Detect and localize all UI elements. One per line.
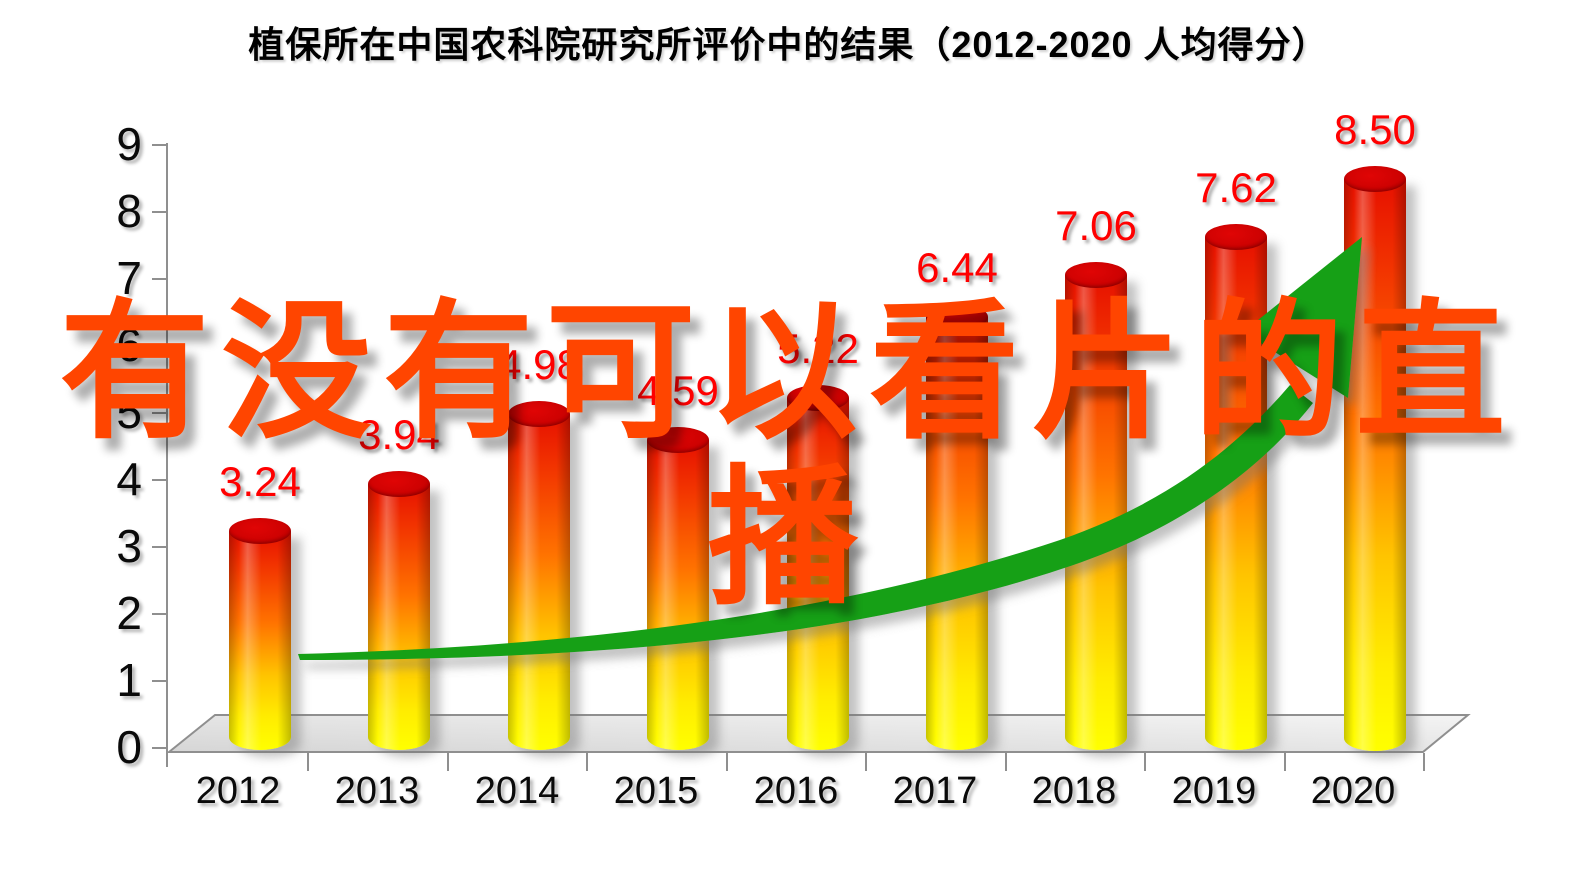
bar-value-label: 7.62 [1195,164,1277,211]
x-axis-end-tick [1423,753,1425,771]
x-axis-tick [865,753,867,771]
y-axis-tick-label: 3 [116,520,142,572]
x-axis-label-2017: 2017 [892,770,978,812]
y-axis-tick-label: 2 [116,587,142,639]
x-axis-tick [1005,753,1007,771]
y-axis-tick [152,680,167,682]
bar-cylinder-top [1065,262,1127,288]
y-axis-tick [152,144,167,146]
x-axis-tick [586,753,588,771]
y-axis-tick-label: 7 [116,252,142,304]
bar-cylinder-top [1205,224,1267,250]
bar-cylinder-top [926,304,988,330]
y-axis-tick [152,613,167,615]
x-axis-tick [726,753,728,771]
bar-value-label: 8.50 [1334,106,1416,153]
y-axis-tick-label: 4 [116,453,142,505]
y-axis-tick [152,479,167,481]
x-axis-label-2016: 2016 [753,770,839,812]
bar-cylinder-body [229,531,291,750]
x-axis-label-2015: 2015 [613,770,699,812]
y-axis-tick-label: 1 [116,654,142,706]
bar-cylinder-top [1344,166,1406,192]
watermark-line-1: 有没有可以看片的直 [59,288,1518,456]
y-axis-tick [152,211,167,213]
bar-value-label: 3.24 [219,458,301,505]
x-axis-label-2019: 2019 [1171,770,1257,812]
x-axis-tick [447,753,449,771]
y-axis-tick [152,546,167,548]
x-axis-label-2012: 2012 [195,770,281,812]
x-axis-label-2013: 2013 [334,770,420,812]
y-axis-tick [152,412,167,414]
bar-value-label: 5.22 [777,325,859,372]
y-axis-line [166,143,168,767]
x-axis-label-2018: 2018 [1031,770,1117,812]
x-axis-tick [1284,753,1286,771]
bar-value-label: 7.06 [1055,202,1137,249]
chart-title: 植保所在中国农科院研究所评价中的结果（2012-2020 人均得分） [248,24,1329,65]
y-axis-tick [152,747,167,749]
bar-cylinder-top [229,518,291,544]
y-axis-tick-label: 6 [116,319,142,371]
y-axis-tick-label: 8 [116,185,142,237]
y-axis-tick [152,278,167,280]
x-axis-tick [307,753,309,771]
x-axis-label-2020: 2020 [1310,770,1396,812]
bar-2012 [229,518,291,750]
y-axis-tick-label: 9 [116,118,142,170]
y-axis-tick-label: 5 [116,386,142,438]
x-axis-tick [1144,753,1146,771]
watermark-line-2: 播 [707,454,870,622]
bar-value-label: 4.98 [498,341,580,388]
y-axis-tick [152,345,167,347]
x-axis-label-2014: 2014 [474,770,560,812]
y-axis-tick-label: 0 [116,721,142,773]
bar-value-label: 6.44 [916,244,998,291]
